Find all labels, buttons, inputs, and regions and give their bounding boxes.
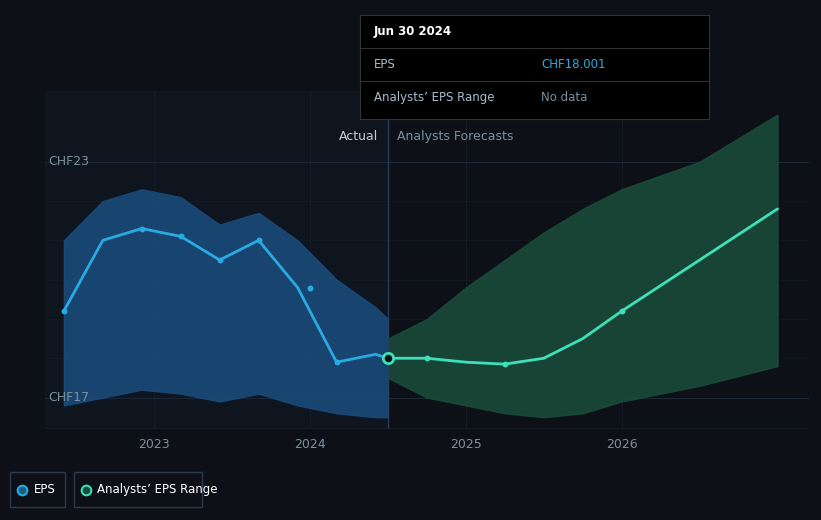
Text: EPS: EPS bbox=[34, 484, 55, 496]
Text: 2023: 2023 bbox=[139, 438, 170, 451]
Text: Analysts Forecasts: Analysts Forecasts bbox=[397, 129, 514, 142]
Bar bbox=[45, 91, 388, 429]
Text: 2025: 2025 bbox=[450, 438, 482, 451]
Text: 2024: 2024 bbox=[294, 438, 326, 451]
Point bbox=[174, 232, 187, 241]
Point bbox=[252, 236, 265, 244]
Point bbox=[382, 354, 395, 362]
Point bbox=[292, 296, 305, 305]
Point bbox=[304, 283, 317, 292]
Text: Actual: Actual bbox=[339, 129, 378, 142]
Text: 2026: 2026 bbox=[606, 438, 638, 451]
Text: EPS: EPS bbox=[374, 58, 395, 71]
Point bbox=[330, 358, 343, 367]
FancyBboxPatch shape bbox=[10, 472, 66, 508]
Point bbox=[213, 256, 227, 264]
Point bbox=[135, 225, 149, 233]
Text: Analysts’ EPS Range: Analysts’ EPS Range bbox=[98, 484, 218, 496]
Text: CHF18.001: CHF18.001 bbox=[541, 58, 606, 71]
FancyBboxPatch shape bbox=[74, 472, 202, 508]
Point bbox=[57, 307, 71, 315]
Point bbox=[292, 296, 305, 305]
Point bbox=[420, 354, 433, 362]
Text: Analysts’ EPS Range: Analysts’ EPS Range bbox=[374, 92, 494, 104]
Point bbox=[615, 307, 628, 315]
Text: Jun 30 2024: Jun 30 2024 bbox=[374, 24, 452, 37]
Text: No data: No data bbox=[541, 92, 587, 104]
Point bbox=[498, 360, 511, 368]
Text: CHF23: CHF23 bbox=[48, 155, 89, 168]
Text: CHF17: CHF17 bbox=[48, 391, 89, 404]
